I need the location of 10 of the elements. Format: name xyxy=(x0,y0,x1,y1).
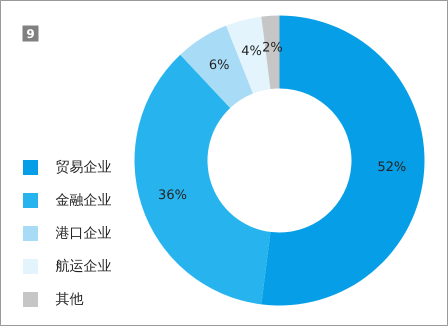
data-label: 36% xyxy=(158,188,187,203)
legend-label: 其他 xyxy=(56,292,84,308)
data-label: 6% xyxy=(208,58,230,74)
data-label: 4% xyxy=(241,44,262,60)
legend-label: 贸易企业 xyxy=(56,160,112,176)
data-label: 52% xyxy=(377,160,406,176)
text: 9 xyxy=(26,27,35,41)
legend-label: 航运企业 xyxy=(56,258,112,274)
legend-label: 金融企业 xyxy=(56,192,112,208)
legend-label: 港口企业 xyxy=(56,226,112,242)
